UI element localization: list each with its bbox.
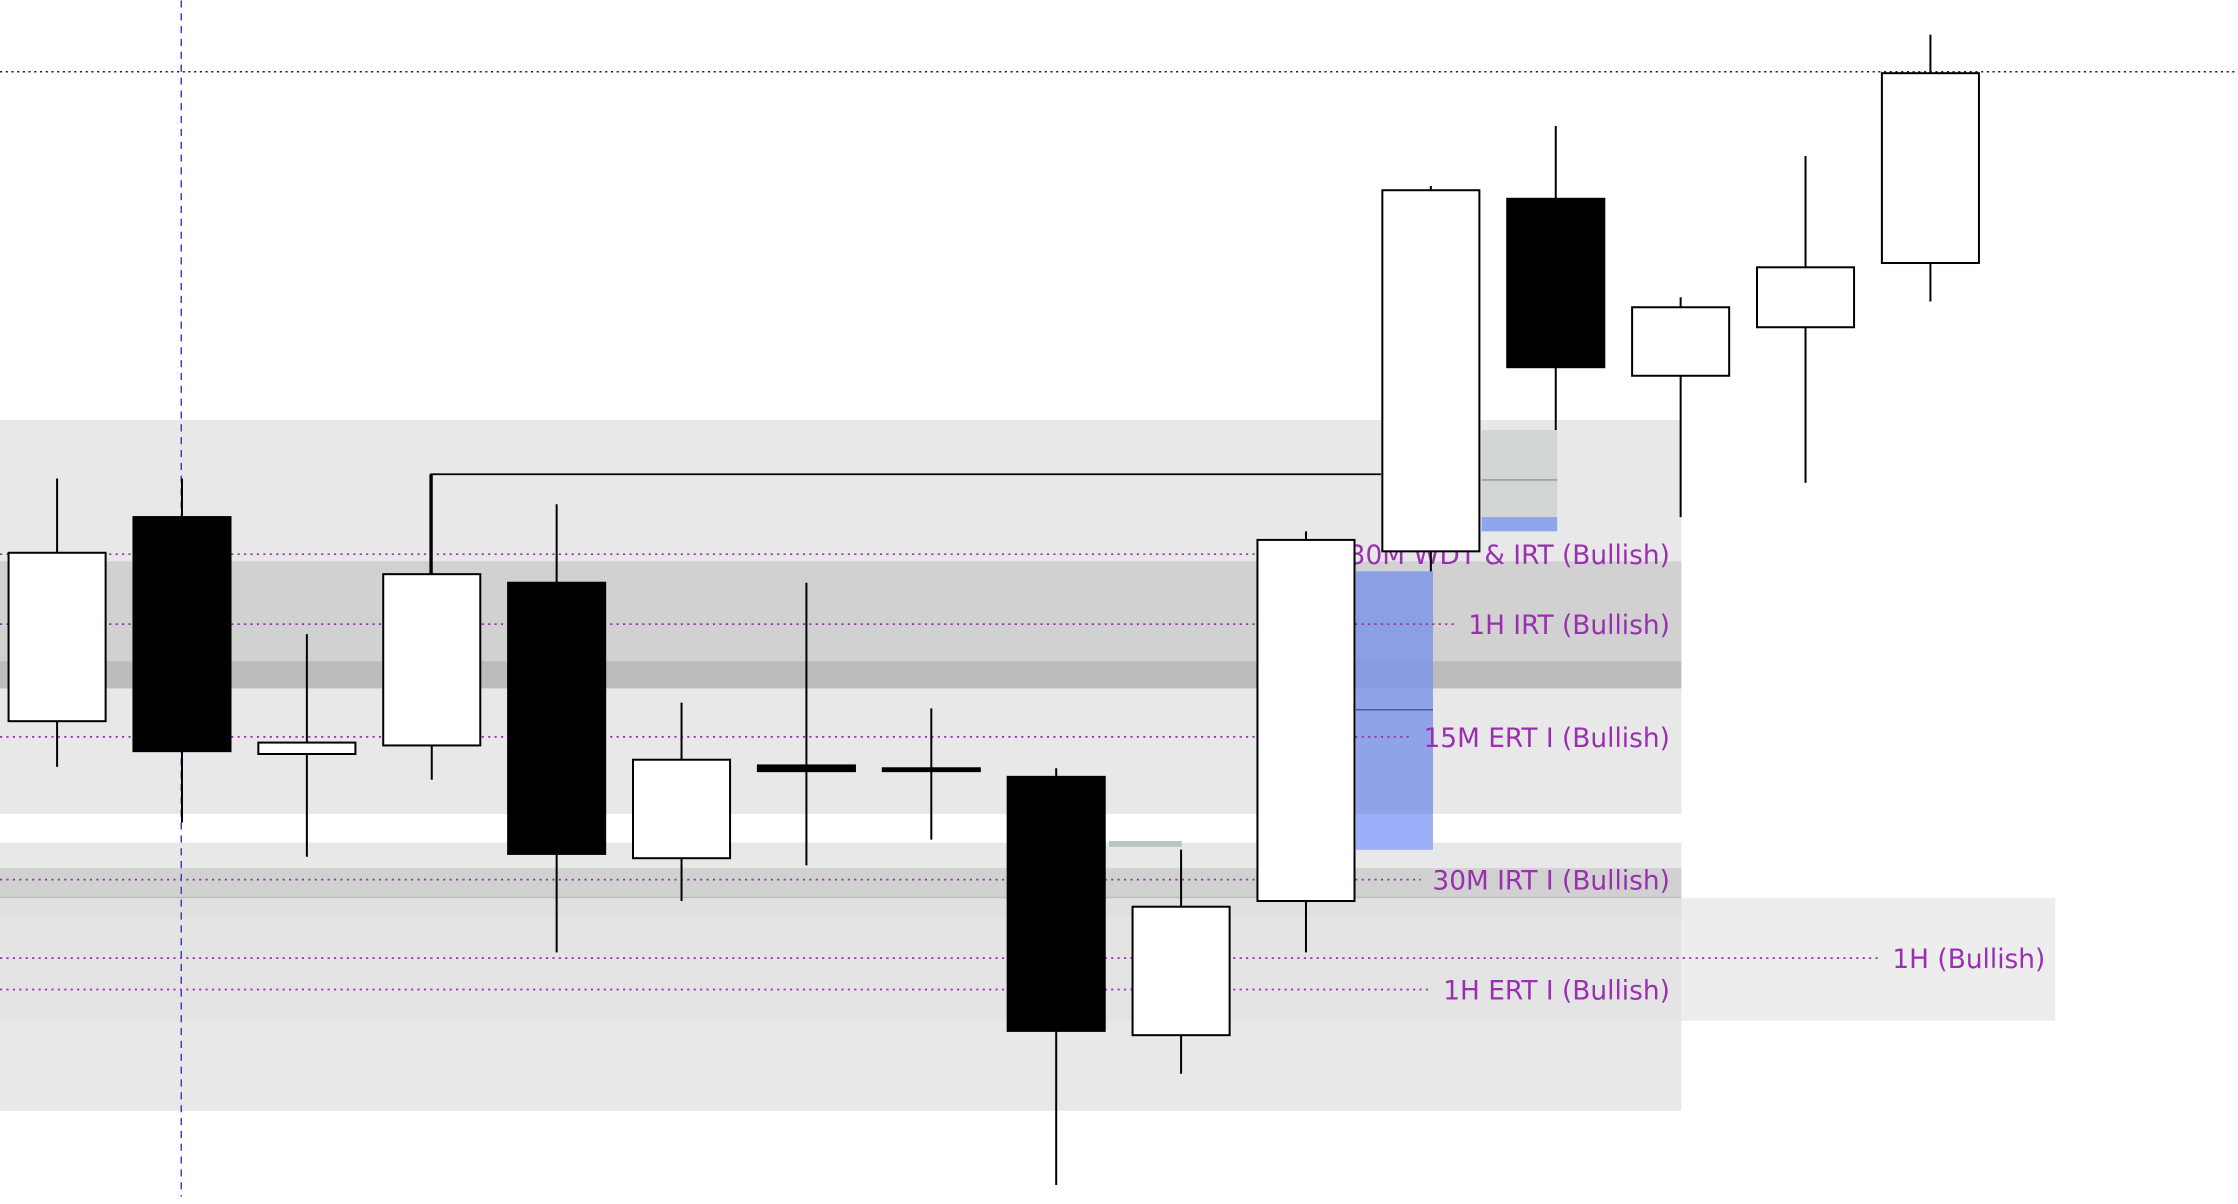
candle-bearish[interactable] bbox=[881, 708, 981, 840]
candle-bearish[interactable] bbox=[756, 582, 856, 866]
candle-bullish[interactable] bbox=[1381, 185, 1481, 572]
candle-body bbox=[257, 741, 357, 756]
candle-body bbox=[1506, 197, 1606, 369]
levels-layer: 30M WDT & IRT (Bullish)1H IRT (Bullish)1… bbox=[0, 540, 2045, 1007]
candle-bullish[interactable] bbox=[1256, 531, 1356, 953]
candle-body bbox=[1131, 905, 1231, 1037]
level-label: 1H ERT I (Bullish) bbox=[1443, 976, 1670, 1007]
candle-bullish[interactable] bbox=[632, 702, 732, 902]
level-label: 1H (Bullish) bbox=[1892, 944, 2045, 975]
candle-body bbox=[1006, 775, 1106, 1032]
candle-body bbox=[132, 516, 232, 753]
level-label: 1H IRT (Bullish) bbox=[1468, 610, 1670, 641]
candle-body bbox=[1256, 538, 1356, 903]
candle-body bbox=[632, 758, 732, 860]
candle-bearish[interactable] bbox=[1506, 125, 1606, 431]
candle-body bbox=[881, 767, 981, 773]
candle-body bbox=[1631, 306, 1731, 377]
candle-bullish[interactable] bbox=[1756, 155, 1856, 483]
candle-bullish[interactable] bbox=[382, 474, 482, 780]
small-gap-marker bbox=[1109, 841, 1182, 847]
candle-body bbox=[1880, 72, 1980, 265]
candle-bullish[interactable] bbox=[1880, 34, 1980, 302]
level-label: 30M IRT I (Bullish) bbox=[1432, 866, 1670, 897]
level-label: 15M ERT I (Bullish) bbox=[1424, 723, 1670, 754]
candle-body bbox=[7, 551, 107, 723]
candle-body bbox=[507, 581, 607, 855]
candle-bullish[interactable] bbox=[7, 478, 107, 767]
blue-imbalance-strip bbox=[1481, 517, 1558, 532]
candle-body bbox=[382, 573, 482, 747]
candle-body bbox=[1381, 189, 1481, 553]
fvg-blue-zone-light bbox=[1355, 813, 1434, 850]
gray-imbalance-zone bbox=[1481, 430, 1558, 518]
fvg-layer bbox=[1109, 430, 1558, 850]
candle-bearish[interactable] bbox=[132, 478, 232, 823]
candles-layer bbox=[7, 34, 1980, 1186]
candle-bearish[interactable] bbox=[507, 504, 607, 953]
candle-bearish[interactable] bbox=[1006, 768, 1106, 1186]
candle-body bbox=[1756, 266, 1856, 329]
candle-bullish[interactable] bbox=[1131, 849, 1231, 1074]
candle-bullish[interactable] bbox=[257, 634, 357, 857]
candle-body bbox=[756, 764, 856, 773]
candle-bullish[interactable] bbox=[1631, 297, 1731, 518]
